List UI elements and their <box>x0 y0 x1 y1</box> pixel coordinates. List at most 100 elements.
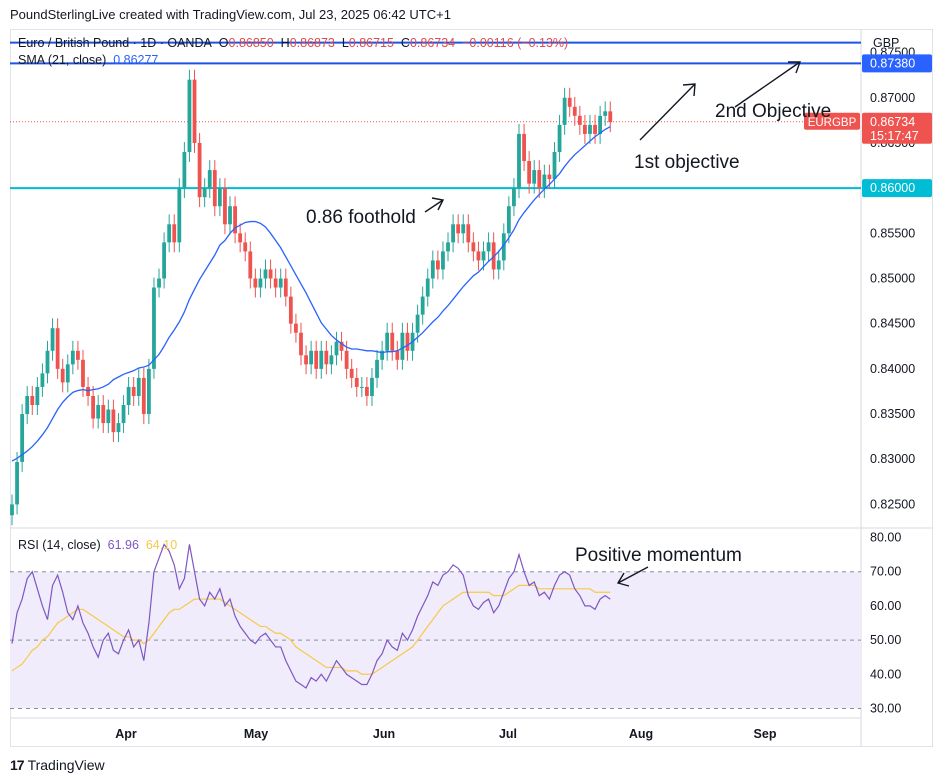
candle-body <box>157 278 161 288</box>
time-tick-label: Sep <box>754 727 777 741</box>
candle <box>243 232 248 262</box>
candle <box>70 340 75 375</box>
open-value: 0.86850 <box>228 36 274 50</box>
level-tag-text: 0.87380 <box>870 56 915 70</box>
candle-body <box>512 188 516 207</box>
footer-brand[interactable]: 17 TradingView <box>10 757 105 773</box>
price-tag-text: 0.86734 <box>870 115 915 129</box>
candle <box>294 313 298 343</box>
candle-body <box>562 97 567 125</box>
change-value: −0.00116 (−0.13%) <box>462 36 569 50</box>
candle-body <box>451 224 455 243</box>
candle-body <box>238 233 243 243</box>
candle-body <box>146 368 151 415</box>
price-tick-label: 0.84000 <box>870 362 915 376</box>
candle <box>197 133 202 208</box>
sma-label: SMA (21, close) <box>18 53 107 67</box>
time-tick-label: Apr <box>115 727 137 741</box>
candle-body <box>126 386 131 406</box>
candle-body <box>481 251 486 261</box>
candle <box>192 69 197 153</box>
candle <box>283 268 288 307</box>
level-tag <box>862 54 932 73</box>
candle <box>20 404 25 472</box>
candle <box>228 196 232 235</box>
candle <box>430 250 435 289</box>
symbol-name[interactable]: Euro / British Pound · 1D · OANDA <box>18 36 212 50</box>
rsi-tick-label: 80.00 <box>870 531 901 545</box>
candle <box>451 214 455 253</box>
candle-body <box>547 174 552 180</box>
candle-body <box>552 151 557 180</box>
candle-body <box>471 242 476 252</box>
candle-body <box>268 269 273 279</box>
candle <box>288 286 293 334</box>
candle <box>319 340 324 379</box>
candle <box>481 241 486 271</box>
symbol-tag <box>804 112 860 130</box>
candle-body <box>202 188 207 198</box>
candle-body <box>60 368 65 383</box>
candle <box>314 340 319 379</box>
high-value: 0.86873 <box>289 36 335 50</box>
candle-body <box>390 332 395 351</box>
candle-body <box>583 124 587 134</box>
symbol-tag-text: EURGBP <box>808 117 857 129</box>
candle-body <box>415 314 420 333</box>
candle <box>223 178 227 235</box>
candle-body <box>111 409 116 433</box>
candle-body <box>365 386 369 396</box>
candle-body <box>197 142 202 198</box>
candle-body <box>400 332 405 360</box>
rsi-legend[interactable]: RSI (14, close) 61.96 64.10 <box>18 538 177 552</box>
candle <box>76 340 80 370</box>
candle <box>476 241 481 271</box>
candle <box>182 142 187 199</box>
candle <box>126 376 131 415</box>
candle-body <box>522 133 526 162</box>
candle <box>101 395 106 434</box>
candle-body <box>15 461 19 505</box>
candle <box>111 399 116 443</box>
candle <box>375 349 379 388</box>
candle <box>65 354 70 393</box>
candle <box>471 232 476 262</box>
candle <box>334 331 339 366</box>
candle-body <box>456 224 461 234</box>
candle-body <box>461 224 466 234</box>
candle-body <box>370 377 374 396</box>
time-tick-label: May <box>244 727 268 741</box>
candle-body <box>603 111 608 116</box>
candle-body <box>228 206 232 225</box>
candle <box>10 494 14 526</box>
currency-label[interactable]: GBP <box>873 36 900 50</box>
arrow-foothold <box>424 197 445 213</box>
candle-body <box>263 269 268 279</box>
candle <box>207 160 212 199</box>
candle-body <box>304 355 308 365</box>
candle <box>588 114 592 144</box>
candle <box>136 367 141 406</box>
candle <box>456 214 461 244</box>
candle-body <box>567 97 572 107</box>
candle <box>263 259 268 289</box>
candle-body <box>380 350 385 360</box>
candle <box>435 250 440 280</box>
price-tick-label: 0.85000 <box>870 272 915 286</box>
candle-body <box>45 350 50 374</box>
arrow-momentum <box>616 566 649 587</box>
candle-body <box>294 323 298 333</box>
candle <box>15 451 19 515</box>
candle <box>517 123 521 199</box>
candle-body <box>506 206 511 234</box>
candle-body <box>501 233 506 261</box>
candle <box>583 114 587 144</box>
candle <box>532 160 537 194</box>
sma-legend[interactable]: SMA (21, close) 0.86277 <box>18 53 158 67</box>
candle-body <box>81 359 85 387</box>
candle-body <box>258 278 263 288</box>
candle-body <box>339 341 344 351</box>
candle <box>557 114 562 162</box>
